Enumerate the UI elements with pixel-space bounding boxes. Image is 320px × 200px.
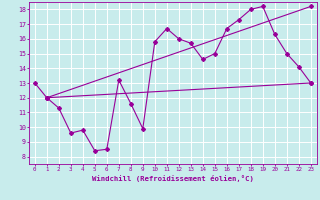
X-axis label: Windchill (Refroidissement éolien,°C): Windchill (Refroidissement éolien,°C)	[92, 175, 254, 182]
